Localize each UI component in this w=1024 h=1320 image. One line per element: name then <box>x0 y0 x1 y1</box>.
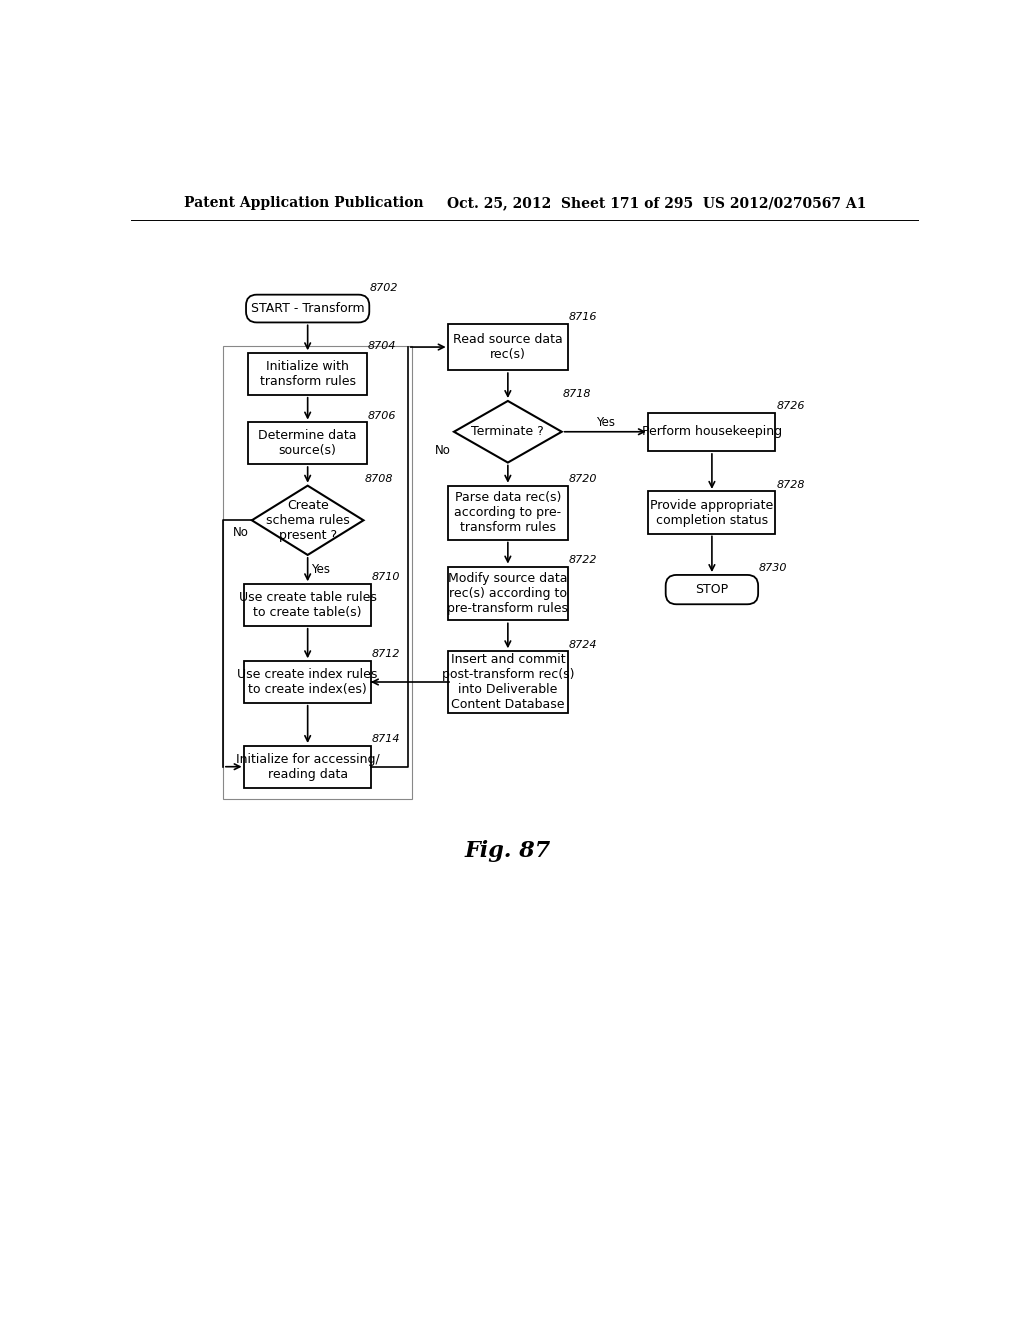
Text: START - Transform: START - Transform <box>251 302 365 315</box>
Text: Terminate ?: Terminate ? <box>471 425 544 438</box>
Polygon shape <box>252 486 364 554</box>
FancyBboxPatch shape <box>648 491 775 533</box>
Text: STOP: STOP <box>695 583 728 597</box>
Text: Yes: Yes <box>310 564 330 576</box>
Text: Perform housekeeping: Perform housekeeping <box>642 425 782 438</box>
Text: Insert and commit
post-transform rec(s)
into Deliverable
Content Database: Insert and commit post-transform rec(s) … <box>441 653 574 711</box>
FancyBboxPatch shape <box>449 323 567 370</box>
Text: Use create index rules
to create index(es): Use create index rules to create index(e… <box>238 668 378 696</box>
Text: 8714: 8714 <box>372 734 400 744</box>
Text: 8730: 8730 <box>759 564 787 573</box>
Text: 8702: 8702 <box>370 284 398 293</box>
FancyBboxPatch shape <box>648 412 775 451</box>
Text: Parse data rec(s)
according to pre-
transform rules: Parse data rec(s) according to pre- tran… <box>455 491 561 535</box>
Text: 8726: 8726 <box>776 401 805 411</box>
Text: Determine data
source(s): Determine data source(s) <box>258 429 357 457</box>
Text: Oct. 25, 2012  Sheet 171 of 295  US 2012/0270567 A1: Oct. 25, 2012 Sheet 171 of 295 US 2012/0… <box>446 197 866 210</box>
Text: Patent Application Publication: Patent Application Publication <box>184 197 424 210</box>
Text: 8724: 8724 <box>568 640 597 649</box>
Text: 8720: 8720 <box>568 474 597 484</box>
Text: 8704: 8704 <box>368 342 396 351</box>
FancyBboxPatch shape <box>244 661 371 704</box>
Text: Initialize with
transform rules: Initialize with transform rules <box>260 360 355 388</box>
Text: Yes: Yes <box>596 416 614 429</box>
FancyBboxPatch shape <box>248 352 368 395</box>
Text: 8708: 8708 <box>365 474 393 484</box>
Text: 8710: 8710 <box>372 573 400 582</box>
Text: Read source data
rec(s): Read source data rec(s) <box>453 333 563 362</box>
Polygon shape <box>454 401 562 462</box>
Text: Use create table rules
to create table(s): Use create table rules to create table(s… <box>239 591 377 619</box>
Text: Modify source data
rec(s) according to
pre-transform rules: Modify source data rec(s) according to p… <box>447 572 568 615</box>
Text: 8728: 8728 <box>776 480 805 490</box>
FancyBboxPatch shape <box>449 651 567 713</box>
FancyBboxPatch shape <box>244 746 371 788</box>
Text: 8712: 8712 <box>372 649 400 659</box>
FancyBboxPatch shape <box>449 486 567 540</box>
Text: Create
schema rules
present ?: Create schema rules present ? <box>266 499 349 541</box>
FancyBboxPatch shape <box>449 566 567 620</box>
FancyBboxPatch shape <box>248 422 368 465</box>
FancyBboxPatch shape <box>666 576 758 605</box>
Text: No: No <box>232 527 249 540</box>
Text: 8722: 8722 <box>568 554 597 565</box>
Text: Fig. 87: Fig. 87 <box>465 841 551 862</box>
FancyBboxPatch shape <box>246 294 370 322</box>
Text: Provide appropriate
completion status: Provide appropriate completion status <box>650 499 773 527</box>
Text: Initialize for accessing/
reading data: Initialize for accessing/ reading data <box>236 752 380 780</box>
Text: 8706: 8706 <box>368 411 396 421</box>
Text: 8718: 8718 <box>562 389 591 400</box>
FancyBboxPatch shape <box>244 583 371 626</box>
Text: 8716: 8716 <box>568 313 597 322</box>
Text: No: No <box>435 445 451 458</box>
